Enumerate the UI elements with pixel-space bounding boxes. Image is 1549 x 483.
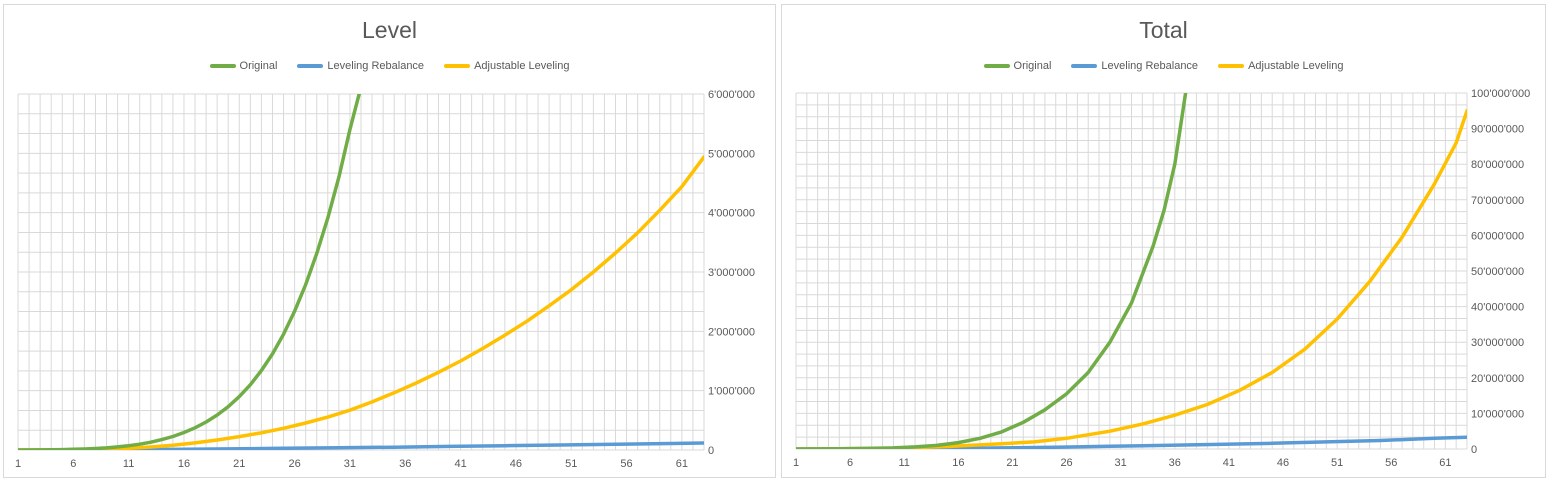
x-tick-label: 31 [344,458,356,470]
y-tick-label: 3'000'000 [708,267,755,279]
x-tick-label: 11 [123,458,134,470]
y-tick-label: 30'000'000 [1471,337,1524,349]
x-tick-label: 16 [952,457,964,469]
x-tick-label: 46 [510,458,522,470]
legend-item-original: Original [209,60,278,72]
legend-label: Original [239,60,278,72]
y-tick-label: 20'000'000 [1471,373,1524,385]
x-tick-label: 41 [1223,457,1235,469]
x-tick-label: 1 [793,457,799,469]
chart-level-panel: Level Original Leveling Rebalance Adjust… [3,4,776,478]
x-tick-label: 31 [1115,457,1127,469]
y-tick-label: 0 [1471,444,1477,456]
legend-item-leveling-rebalance: Leveling Rebalance [1071,60,1198,72]
y-tick-label: 50'000'000 [1471,266,1524,278]
legend-swatch-adjustable-leveling [1218,64,1245,68]
legend-label: Leveling Rebalance [1101,60,1199,72]
x-tick-label: 36 [1169,457,1181,469]
x-tick-label: 56 [1385,457,1397,469]
series-line-adjustable-leveling [796,109,1467,449]
x-tick-label: 36 [399,458,411,470]
legend-item-original: Original [983,60,1052,72]
gridlines [17,93,705,451]
y-tick-label: 80'000'000 [1471,159,1524,171]
y-tick-label: 6'000'000 [708,89,755,101]
x-tick-label: 51 [565,458,577,470]
y-tick-label: 2'000'000 [708,326,755,338]
x-tick-label: 11 [899,457,910,469]
x-tick-label: 26 [1060,457,1072,469]
x-tick-label: 61 [676,458,688,470]
series-line-original [796,93,1188,449]
chart-legend: Original Leveling Rebalance Adjustable L… [4,60,775,72]
legend-label: Original [1013,60,1052,72]
x-tick-label: 6 [847,457,853,469]
chart-total-panel: Total Original Leveling Rebalance Adjust… [781,4,1546,478]
x-tick-label: 1 [15,458,21,470]
legend-swatch-original [983,64,1010,68]
legend-item-adjustable-leveling: Adjustable Leveling [444,60,569,72]
legend-label: Adjustable Leveling [1248,60,1344,72]
legend-label: Leveling Rebalance [327,60,425,72]
chart-legend: Original Leveling Rebalance Adjustable L… [782,60,1545,72]
series-line-original [18,94,361,450]
y-tick-label: 10'000'000 [1471,408,1524,420]
legend-label: Adjustable Leveling [474,60,570,72]
legend-swatch-leveling-rebalance [297,64,324,68]
y-tick-label: 100'000'000 [1471,88,1530,100]
x-tick-label: 21 [233,458,245,470]
legend-item-leveling-rebalance: Leveling Rebalance [297,60,424,72]
chart-title: Total [1139,17,1188,43]
series-line-leveling-rebalance [796,435,1467,449]
x-tick-label: 61 [1439,457,1451,469]
y-tick-label: 70'000'000 [1471,195,1524,207]
gridlines [795,92,1468,450]
y-tick-label: 1'000'000 [708,386,755,398]
y-tick-label: 60'000'000 [1471,230,1524,242]
x-tick-label: 46 [1277,457,1289,469]
legend-swatch-leveling-rebalance [1071,64,1098,68]
y-tick-label: 40'000'000 [1471,302,1524,314]
chart-title: Level [362,17,417,43]
legend-swatch-original [209,64,236,68]
x-tick-label: 26 [288,458,300,470]
x-tick-label: 6 [70,458,76,470]
y-tick-label: 0 [708,445,714,457]
chart-total-plot: 0 10'000'000 20'000'000 30'000'000 40'000'00… [793,88,1530,469]
series-line-adjustable-leveling [18,155,704,450]
x-tick-label: 56 [620,458,632,470]
legend-swatch-adjustable-leveling [444,64,471,68]
y-tick-label: 5'000'000 [708,148,755,160]
y-tick-label: 4'000'000 [708,208,755,220]
x-tick-label: 16 [178,458,190,470]
x-tick-label: 21 [1006,457,1018,469]
x-tick-label: 41 [454,458,466,470]
chart-level-plot: 0 1'000'000 2'000'000 3'000'000 4'000'000 5'0… [15,89,755,470]
legend-item-adjustable-leveling: Adjustable Leveling [1218,60,1343,72]
x-tick-label: 51 [1331,457,1343,469]
y-tick-label: 90'000'000 [1471,124,1524,136]
